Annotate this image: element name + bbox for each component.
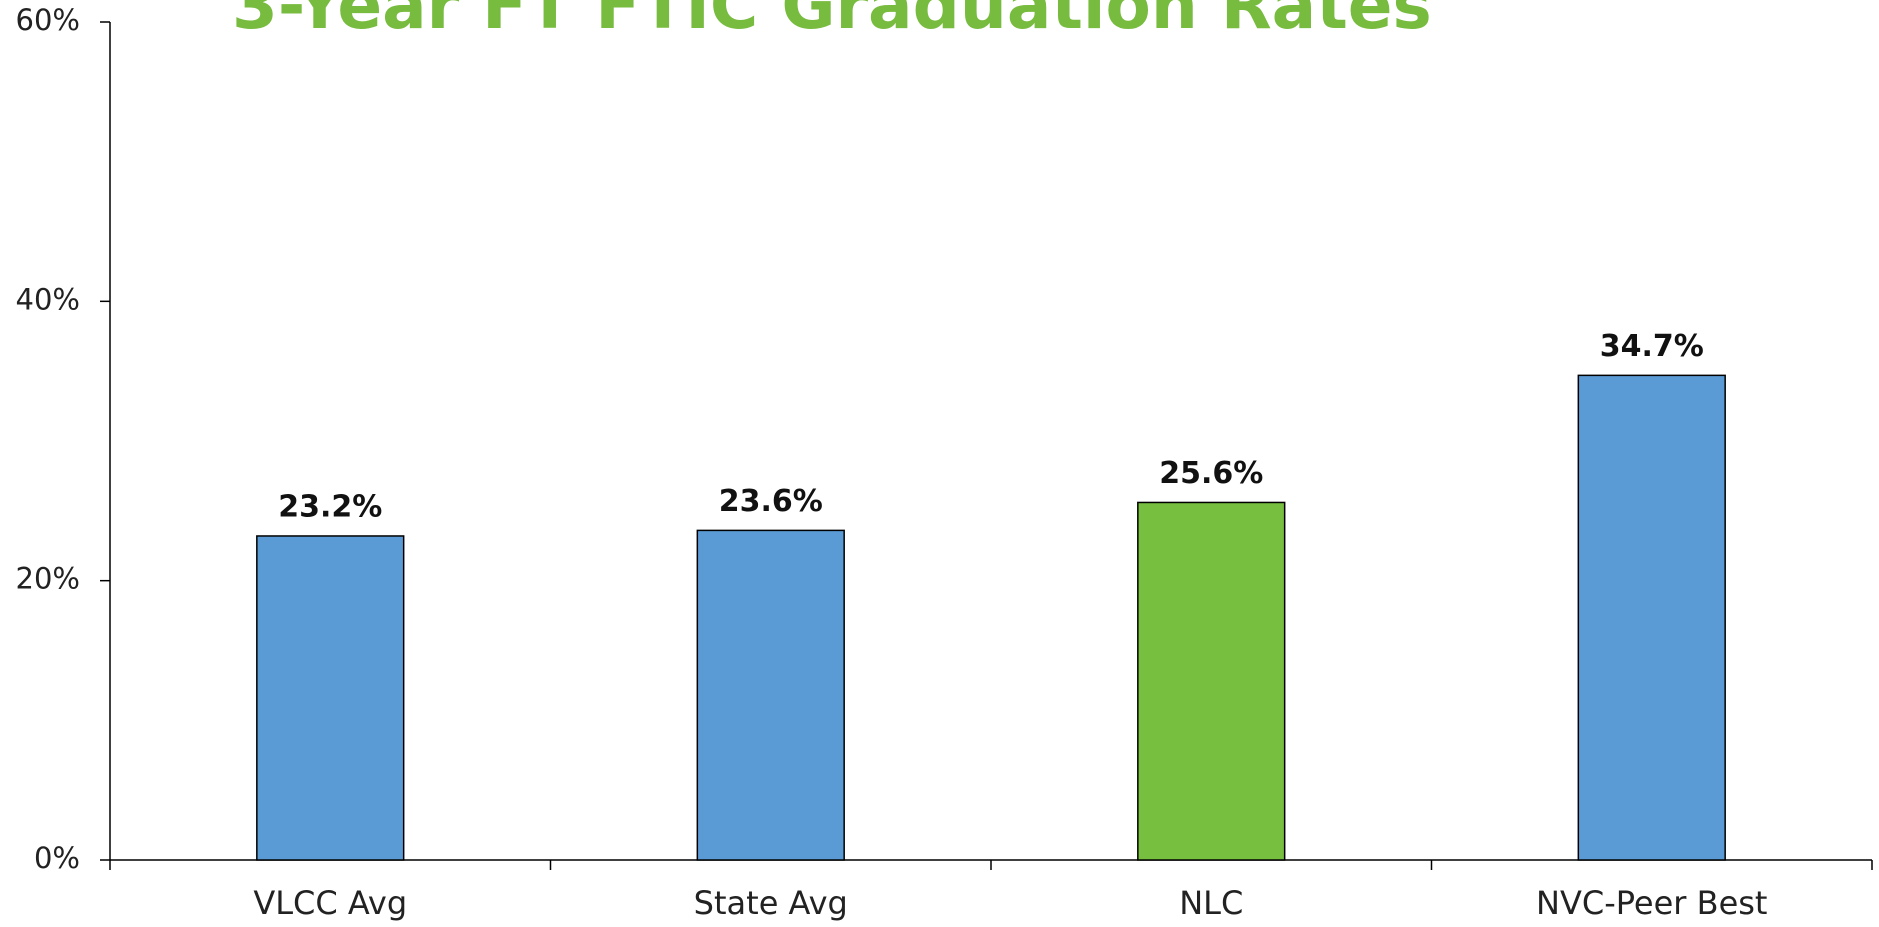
bar <box>1137 501 1286 861</box>
x-tick-label: NLC <box>1179 884 1243 922</box>
value-label: 25.6% <box>1159 456 1263 491</box>
chart-title: 3-Year FT FTIC Graduation Rates <box>232 0 1432 44</box>
x-tick-label: NVC-Peer Best <box>1536 884 1767 922</box>
bar <box>1577 374 1726 861</box>
y-tick-label: 0% <box>34 841 80 875</box>
y-tick-label: 20% <box>16 562 80 596</box>
y-tick-label: 60% <box>16 3 80 37</box>
x-tick-label: State Avg <box>694 884 848 922</box>
x-tick-label: VLCC Avg <box>253 884 407 922</box>
value-label: 34.7% <box>1600 329 1704 364</box>
bar <box>256 535 405 861</box>
value-label: 23.6% <box>719 484 823 519</box>
bar <box>696 529 845 861</box>
value-label: 23.2% <box>278 489 382 524</box>
y-tick-label: 40% <box>16 282 80 316</box>
